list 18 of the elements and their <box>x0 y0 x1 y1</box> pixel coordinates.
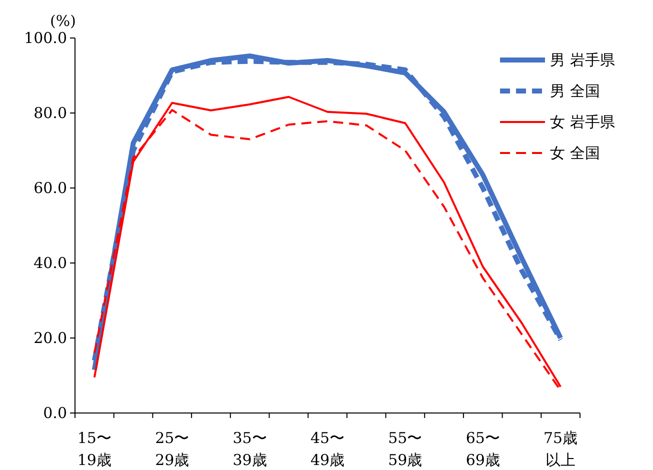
y-tick-label: 80.0 <box>34 104 67 122</box>
x-tick-label: 55〜59歳 <box>388 429 422 469</box>
x-tick-label: 65〜69歳 <box>466 429 500 469</box>
legend-label: 女 全国 <box>550 144 600 162</box>
y-tick-label: 40.0 <box>34 254 67 272</box>
x-tick-label: 75歳以上 <box>544 429 578 469</box>
y-tick-label: 20.0 <box>34 329 67 347</box>
x-tick-label: 15〜19歳 <box>77 429 112 469</box>
y-tick-label: 0.0 <box>43 404 67 422</box>
y-tick-label: 100.0 <box>24 29 67 47</box>
x-tick-label: 25〜29歳 <box>155 429 190 469</box>
legend-label: 男 全国 <box>550 82 600 100</box>
legend-label: 女 岩手県 <box>550 113 615 131</box>
legend-label: 男 岩手県 <box>550 51 615 69</box>
x-tick-label: 35〜39歳 <box>232 429 267 469</box>
x-tick-label: 45〜49歳 <box>310 429 345 469</box>
y-tick-label: 60.0 <box>34 179 67 197</box>
y-axis-title: (%) <box>50 12 76 30</box>
